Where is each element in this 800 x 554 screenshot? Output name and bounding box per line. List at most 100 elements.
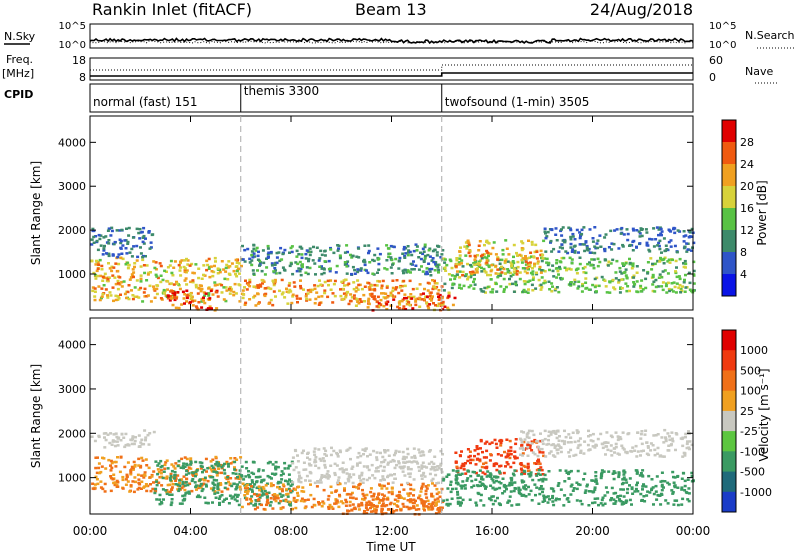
data-cell (372, 449, 376, 453)
data-cell (535, 468, 539, 472)
data-cell (546, 263, 550, 267)
data-cell (483, 484, 487, 488)
data-cell (241, 296, 245, 300)
data-cell (578, 262, 582, 266)
data-cell (179, 274, 183, 277)
data-cell (486, 251, 490, 254)
data-cell (558, 265, 561, 269)
data-cell (375, 300, 379, 303)
data-cell (350, 508, 354, 512)
data-cell (280, 488, 284, 491)
data-cell (474, 501, 478, 504)
data-cell (339, 288, 342, 291)
data-cell (332, 251, 336, 255)
data-cell (584, 241, 588, 244)
data-cell (96, 482, 100, 486)
data-cell (491, 502, 495, 506)
data-cell (461, 274, 465, 277)
data-cell (137, 464, 141, 467)
data-cell (137, 231, 141, 235)
data-cell (225, 462, 229, 465)
data-cell (439, 506, 443, 509)
data-cell (542, 454, 546, 458)
data-cell (547, 470, 551, 473)
data-cell (281, 266, 285, 269)
data-cell (649, 442, 653, 445)
data-cell (490, 477, 494, 480)
data-cell (533, 462, 537, 465)
data-cell (539, 283, 543, 287)
data-cell (134, 480, 137, 484)
data-cell (169, 503, 173, 507)
data-cell (684, 286, 688, 289)
data-cell (572, 245, 576, 248)
data-cell (595, 444, 598, 447)
data-cell (190, 298, 194, 301)
data-cell (563, 429, 566, 433)
data-cell (558, 435, 561, 438)
data-cell (419, 454, 423, 457)
data-cell (218, 501, 221, 505)
data-cell (509, 449, 513, 453)
data-cell (210, 464, 214, 468)
data-cell (458, 454, 462, 457)
data-cell (509, 446, 513, 449)
data-cell (624, 478, 628, 481)
data-cell (147, 231, 151, 234)
data-cell (288, 500, 292, 504)
data-cell (254, 249, 258, 252)
data-cell (213, 284, 217, 287)
data-cell (458, 473, 462, 476)
data-cell (389, 256, 393, 259)
data-cell (315, 291, 319, 294)
data-cell (441, 476, 445, 479)
data-cell (524, 255, 527, 258)
data-cell (244, 460, 248, 464)
data-cell (422, 250, 426, 253)
data-cell (671, 492, 675, 495)
data-cell (308, 298, 312, 301)
data-cell (534, 243, 538, 247)
data-cell (271, 463, 275, 466)
data-cell (184, 481, 188, 484)
data-cell (424, 489, 428, 493)
data-cell (313, 262, 317, 265)
data-cell (149, 489, 153, 493)
data-cell (137, 434, 141, 437)
data-cell (267, 255, 270, 259)
data-cell (458, 496, 462, 499)
data-cell (619, 494, 623, 498)
data-cell (557, 482, 561, 485)
data-cell (514, 282, 518, 286)
data-cell (498, 439, 502, 443)
data-cell (387, 255, 391, 259)
data-cell (251, 481, 254, 484)
data-cell (107, 242, 111, 245)
data-cell (569, 268, 573, 271)
data-cell (252, 272, 256, 275)
data-cell (582, 243, 586, 246)
data-cell (286, 495, 290, 498)
data-cell (456, 493, 460, 496)
data-cell (421, 252, 425, 256)
data-cell (525, 433, 529, 436)
data-cell (380, 286, 384, 290)
data-cell (604, 453, 607, 456)
data-cell (375, 451, 379, 454)
data-cell (661, 281, 665, 284)
data-cell (144, 237, 147, 240)
data-cell (126, 242, 130, 245)
data-cell (375, 305, 379, 308)
data-cell (408, 460, 412, 463)
data-cell (246, 487, 249, 490)
data-cell (625, 277, 629, 280)
data-cell (606, 448, 610, 452)
data-cell (654, 434, 658, 437)
data-cell (673, 476, 677, 479)
data-cell (268, 504, 272, 507)
data-cell (91, 286, 95, 289)
data-cell (170, 469, 174, 473)
data-cell (136, 473, 140, 477)
data-cell (347, 475, 351, 478)
